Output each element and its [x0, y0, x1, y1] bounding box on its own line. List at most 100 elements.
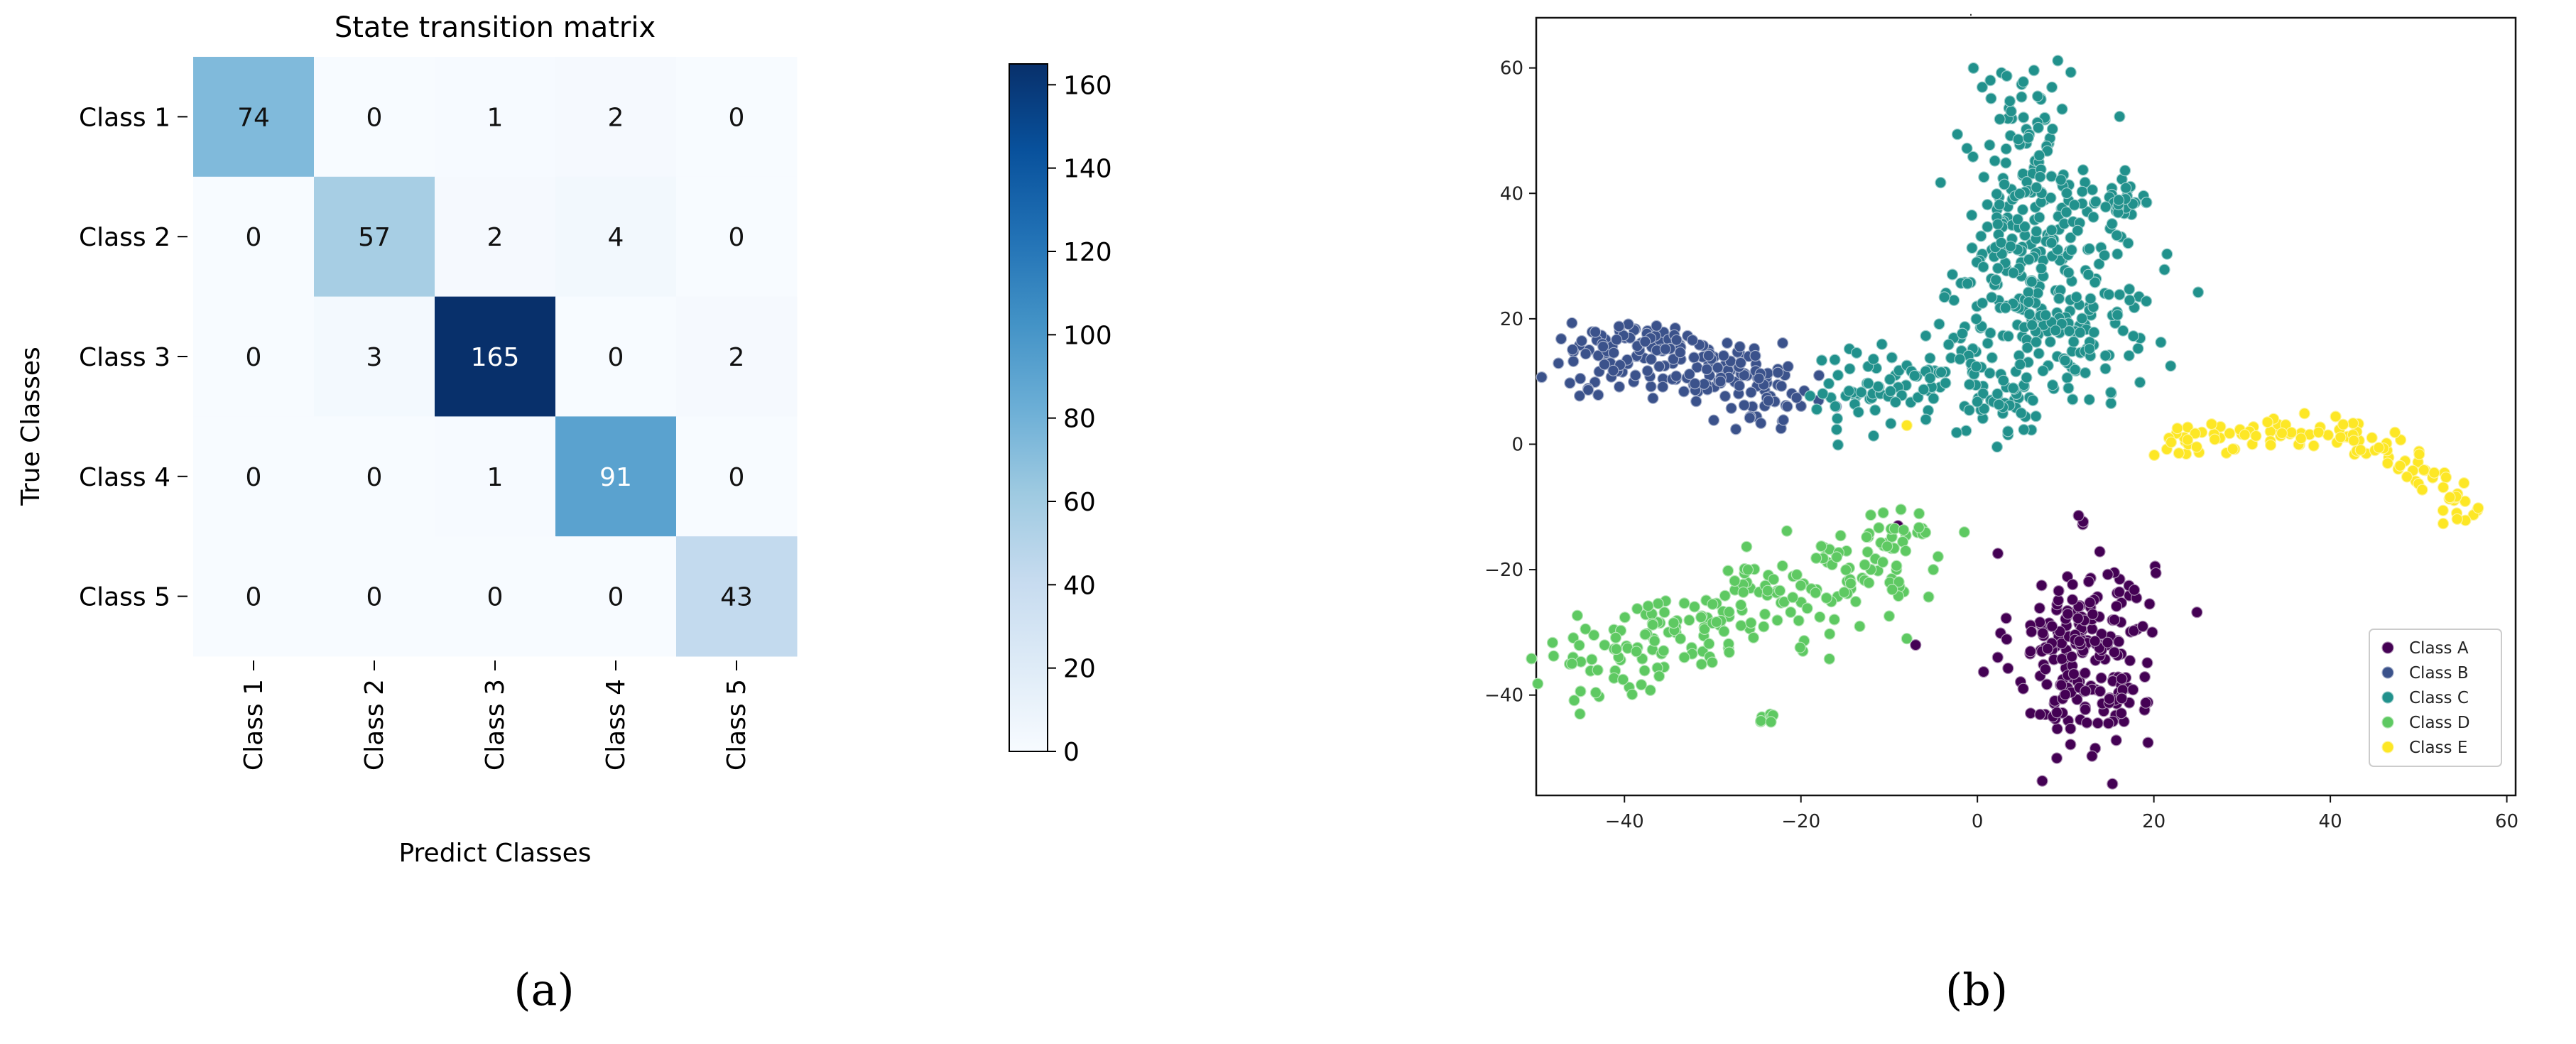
scatter-point	[2394, 460, 2406, 472]
scatter-point	[2401, 471, 2413, 483]
scatter-point	[2227, 443, 2239, 455]
scatter-point	[1991, 441, 2003, 453]
heatmap-cell-value: 3	[366, 343, 383, 372]
scatter-point	[2080, 366, 2092, 379]
scatter-point	[1958, 526, 1970, 538]
scatter-point	[1580, 623, 1592, 635]
scatter-point	[1714, 375, 1727, 388]
scatter-point	[1954, 353, 1966, 365]
scatter-point	[2102, 636, 2114, 648]
scatter-point	[1790, 569, 1803, 581]
scatter-point	[1795, 580, 1807, 592]
heatmap-x-axis-label: Predict Classes	[398, 839, 591, 868]
scatter-y-tick-label: −20	[1484, 560, 1523, 581]
scatter-point	[1657, 381, 1669, 393]
heatmap-y-axis-label: True Classes	[16, 347, 45, 506]
scatter-point	[2052, 55, 2064, 67]
scatter-point	[1984, 367, 1996, 379]
scatter-point	[1626, 688, 1638, 700]
scatter-point	[1838, 586, 1850, 599]
scatter-point	[2094, 685, 2107, 697]
heatmap-cell	[314, 176, 435, 298]
scatter-point	[1658, 645, 1670, 657]
scatter-point	[2190, 441, 2202, 453]
scatter-series	[1804, 55, 2205, 453]
scatter-point	[1575, 335, 1588, 347]
scatter-point	[1686, 334, 1699, 347]
scatter-point	[1913, 521, 1925, 533]
scatter-point	[2148, 449, 2161, 462]
scatter-point	[2000, 612, 2012, 624]
heatmap-cell-value: 0	[729, 103, 745, 132]
scatter-point	[2086, 750, 2098, 762]
scatter-point	[2127, 683, 2139, 696]
scatter-point	[1883, 610, 1896, 622]
scatter-point	[2072, 509, 2085, 522]
scatter-point	[2089, 635, 2101, 647]
scatter-point	[2016, 204, 2029, 216]
scatter-point	[1586, 653, 1598, 665]
scatter-series	[1901, 408, 2484, 530]
scatter-point	[2053, 584, 2065, 597]
scatter-point	[1776, 337, 1789, 349]
scatter-point	[2001, 633, 2013, 646]
scatter-point	[1815, 540, 1827, 553]
scatter-point	[2031, 225, 2043, 237]
heatmap-x-tick-labels: Class 1 Class 2 Class 3 Class 4 Class 5	[239, 660, 751, 771]
heatmap-cell	[676, 176, 798, 298]
heatmap-x-tick-label: Class 2	[360, 679, 389, 771]
scatter-point	[1707, 414, 1720, 426]
scatter-point	[2065, 244, 2077, 256]
scatter-point	[2113, 194, 2125, 206]
scatter-point	[1772, 366, 1784, 379]
scatter-point	[2082, 268, 2094, 281]
scatter-point	[2161, 248, 2173, 260]
scatter-point	[2366, 432, 2378, 444]
scatter-point	[2034, 170, 2046, 183]
scatter-point	[2095, 672, 2107, 684]
scatter-point	[1571, 609, 1583, 621]
scatter-point	[2165, 436, 2178, 448]
scatter-point	[2083, 393, 2095, 406]
scatter-point	[2182, 434, 2194, 446]
scatter-point	[1753, 372, 1765, 384]
scatter-x-tick-label: 40	[2319, 811, 2342, 832]
scatter-point	[2067, 393, 2079, 406]
scatter-point	[2036, 262, 2048, 275]
scatter-point	[1718, 625, 1730, 638]
scatter-point	[1986, 352, 1998, 364]
scatter-point	[1970, 361, 1982, 373]
scatter-point	[1631, 602, 1643, 615]
scatter-point	[2451, 513, 2463, 526]
heatmap-cell	[676, 536, 798, 657]
scatter-point	[1723, 606, 1735, 618]
scatter-point	[1698, 623, 1711, 636]
scatter-point	[2040, 309, 2052, 321]
scatter-point	[2056, 103, 2068, 115]
scatter-point	[1990, 274, 2002, 286]
scatter-point	[1719, 390, 1732, 403]
scatter-series	[1892, 509, 2203, 790]
heatmap-cell	[555, 176, 677, 298]
scatter-point	[1721, 337, 1733, 349]
scatter-point	[1976, 81, 1989, 93]
scatter-point	[1972, 396, 1984, 408]
scatter-point	[1861, 531, 1873, 543]
scatter-point	[2088, 326, 2100, 339]
scatter-point	[1810, 587, 1822, 599]
scatter-point	[1729, 575, 1741, 587]
heatmap-cell-value: 1	[487, 103, 504, 132]
scatter-point	[2143, 598, 2156, 610]
scatter-point	[1735, 599, 1747, 611]
scatter-point	[1781, 401, 1793, 413]
scatter-point	[2061, 371, 2073, 384]
scatter-point	[2099, 249, 2111, 261]
scatter-point	[2087, 184, 2099, 196]
scatter-point	[1610, 643, 1622, 656]
scatter-point	[2079, 667, 2091, 679]
scatter-point	[2142, 736, 2154, 749]
scatter-point	[2116, 692, 2128, 705]
scatter-point	[2056, 653, 2068, 665]
scatter-point	[1582, 384, 1594, 396]
scatter-point	[1963, 404, 1975, 416]
